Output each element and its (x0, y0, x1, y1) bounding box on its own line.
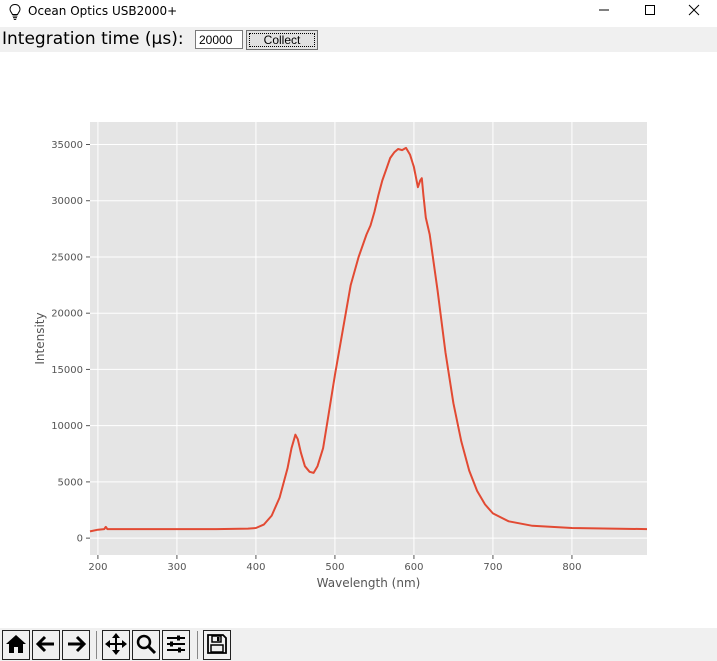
window-title: Ocean Optics USB2000+ (28, 4, 178, 18)
maximize-icon (644, 3, 656, 21)
pan-icon (105, 632, 127, 658)
integration-time-input[interactable] (195, 30, 243, 49)
y-tick-label: 25000 (51, 252, 83, 263)
x-tick-label: 600 (404, 562, 423, 573)
configure-subplots-icon (165, 633, 187, 658)
pan-button[interactable] (102, 630, 130, 660)
home-button[interactable] (2, 630, 30, 660)
x-tick-label: 300 (167, 562, 186, 573)
save-icon (206, 633, 228, 658)
x-tick-label: 700 (483, 562, 502, 573)
axis-ticks: 200 300 400 500 600 700 800 0 5000 10000 15000 2000… (51, 140, 581, 573)
toolbar-separator (96, 631, 97, 659)
x-tick-label: 500 (325, 562, 344, 573)
navigation-toolbar (0, 628, 717, 661)
close-button[interactable] (671, 0, 717, 24)
maximize-button[interactable] (627, 0, 673, 24)
toolbar-separator (197, 631, 198, 659)
y-tick-label: 0 (77, 534, 83, 545)
x-axis-label: Wavelength (nm) (317, 576, 421, 590)
zoom-button[interactable] (132, 630, 160, 660)
y-tick-label: 15000 (51, 365, 83, 376)
y-axis-label: Intensity (33, 312, 47, 364)
close-icon (688, 3, 700, 21)
plot-area (90, 122, 647, 555)
minimize-icon (598, 3, 610, 21)
spectrum-plot[interactable]: 200 300 400 500 600 700 800 0 5000 10000 15000 2000… (0, 52, 717, 628)
forward-arrow-icon (65, 633, 87, 658)
zoom-icon (135, 633, 157, 658)
x-tick-label: 200 (88, 562, 107, 573)
y-tick-label: 5000 (58, 477, 83, 488)
y-tick-label: 10000 (51, 421, 83, 432)
y-tick-label: 35000 (51, 140, 83, 151)
lightbulb-icon (7, 3, 23, 21)
integration-time-label: Integration time (µs): (2, 29, 184, 49)
y-tick-label: 30000 (51, 196, 83, 207)
home-icon (5, 633, 27, 658)
forward-button[interactable] (62, 630, 90, 660)
back-button[interactable] (32, 630, 60, 660)
configure-subplots-button[interactable] (162, 630, 190, 660)
grid-lines (90, 122, 647, 555)
spectrum-line (89, 146, 648, 533)
back-arrow-icon (35, 633, 57, 658)
acquisition-toolbar: Integration time (µs): Collect (0, 27, 717, 52)
x-tick-label: 400 (246, 562, 265, 573)
save-figure-button[interactable] (203, 630, 231, 660)
title-bar: Ocean Optics USB2000+ (0, 0, 717, 24)
collect-button[interactable]: Collect (246, 30, 318, 50)
x-tick-label: 800 (562, 562, 581, 573)
y-tick-label: 20000 (51, 309, 83, 320)
minimize-button[interactable] (581, 0, 627, 24)
